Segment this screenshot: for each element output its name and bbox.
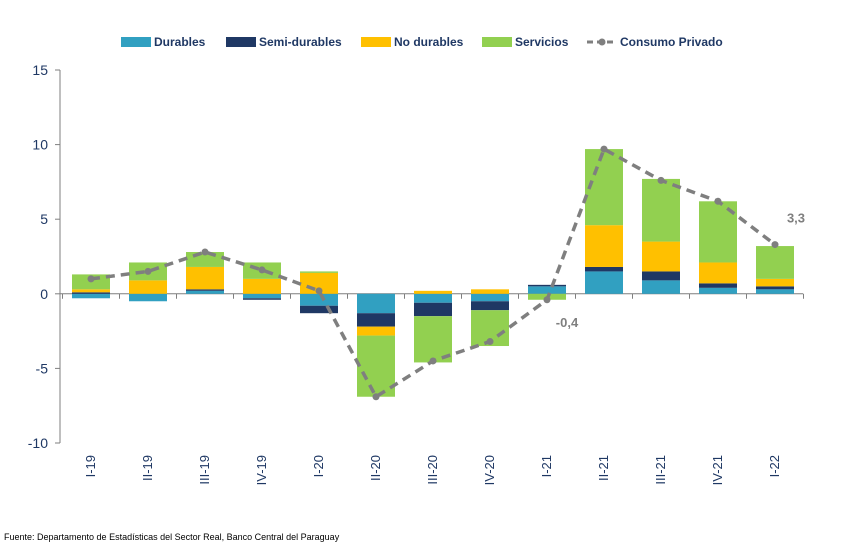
bar-servicios-iii-20 [414, 316, 452, 363]
consumo-privado-point-iii-21 [657, 176, 665, 184]
bar-durables-ii-20 [357, 293, 395, 314]
x-tick-label: I-22 [767, 455, 782, 477]
legend-swatch-durables [121, 37, 151, 47]
x-tick-label: I-19 [83, 455, 98, 477]
bar-no-durables-iii-20 [414, 290, 452, 294]
bar-no-durables-i-22 [756, 278, 794, 287]
y-tick-label: 5 [40, 211, 48, 227]
bar-no-durables-iv-21 [699, 262, 737, 284]
bar-durables-i-20 [300, 293, 338, 306]
legend-swatch-servicios [482, 37, 512, 47]
x-tick-label: IV-21 [710, 455, 725, 485]
bar-durables-iii-20 [414, 293, 452, 303]
x-tick-label: II-21 [596, 455, 611, 481]
bar-no-durables-ii-20 [357, 326, 395, 336]
bar-semi-durables-iv-20 [471, 301, 509, 311]
consumo-privado-point-iii-19 [201, 248, 209, 256]
bar-durables-i-19 [72, 293, 110, 299]
bar-semi-durables-ii-21 [585, 266, 623, 272]
consumo-privado-point-ii-20 [372, 393, 380, 401]
legend-label-semi-durables: Semi-durables [259, 35, 342, 49]
bar-durables-iii-19 [186, 290, 224, 294]
bar-no-durables-i-19 [72, 289, 110, 293]
legend-marker-consumo-privado [598, 38, 606, 46]
bar-durables-iv-20 [471, 293, 509, 302]
bar-semi-durables-iii-19 [186, 289, 224, 291]
bar-durables-ii-19 [129, 293, 167, 302]
consumo-privado-point-iii-20 [429, 357, 437, 365]
bar-servicios-ii-20 [357, 335, 395, 397]
y-tick-label: 0 [40, 286, 48, 302]
bar-semi-durables-i-22 [756, 286, 794, 290]
y-tick-label: -10 [28, 435, 48, 451]
bar-semi-durables-iii-21 [642, 271, 680, 281]
consumo-privado-point-iv-19 [258, 266, 266, 274]
y-axis: -10 -5 0 5 10 15 [28, 62, 61, 451]
x-tick-label: IV-20 [482, 455, 497, 485]
bar-semi-durables-i-20 [300, 305, 338, 314]
x-tick-label: III-19 [197, 455, 212, 485]
bar-servicios-i-20 [300, 271, 338, 273]
source-note: Fuente: Departamento de Estadísticas del… [4, 532, 340, 542]
legend-label-servicios: Servicios [515, 35, 569, 49]
bar-durables-i-21 [528, 286, 566, 294]
annotations: -0,4 3,3 [556, 211, 805, 330]
legend-swatch-no-durables [361, 37, 391, 47]
y-tick-label: 15 [32, 62, 48, 78]
x-axis: I-19 II-19 III-19 IV-19 I-20 II-20 III-20 IV-20… [60, 293, 804, 485]
consumo-privado-point-i-19 [87, 275, 95, 283]
consumo-privado-point-ii-19 [144, 267, 152, 275]
bar-servicios-iii-21 [642, 178, 680, 242]
x-tick-label: III-20 [425, 455, 440, 485]
bar-semi-durables-iv-19 [243, 298, 281, 300]
bar-semi-durables-i-19 [72, 292, 110, 294]
bar-semi-durables-i-21 [528, 284, 566, 287]
bar-no-durables-iv-19 [243, 278, 281, 294]
bar-semi-durables-iv-21 [699, 283, 737, 288]
x-tick-label: I-20 [311, 455, 326, 477]
bar-semi-durables-ii-20 [357, 313, 395, 327]
legend-swatch-semi-durables [226, 37, 256, 47]
bar-no-durables-ii-19 [129, 280, 167, 294]
bar-no-durables-ii-21 [585, 225, 623, 267]
consumo-privado-point-i-20 [315, 287, 323, 295]
bar-durables-ii-21 [585, 271, 623, 294]
bar-no-durables-iii-19 [186, 266, 224, 290]
y-tick-label: 10 [32, 137, 48, 153]
consumo-privado-point-ii-21 [600, 145, 608, 153]
x-tick-label: II-20 [368, 455, 383, 481]
legend-label-durables: Durables [154, 35, 206, 49]
x-tick-label: IV-19 [254, 455, 269, 485]
consumo-privado-point-iv-20 [486, 338, 494, 346]
legend-label-no-durables: No durables [394, 35, 464, 49]
x-tick-label: III-21 [653, 455, 668, 485]
legend: Durables Semi-durables No durables Servicio… [121, 35, 723, 49]
bar-durables-i-22 [756, 289, 794, 294]
x-tick-label: I-21 [539, 455, 554, 477]
annotation-i-21: -0,4 [556, 315, 579, 330]
y-tick-label: -5 [36, 360, 49, 376]
bar-durables-iii-21 [642, 280, 680, 294]
bar-no-durables-iii-21 [642, 241, 680, 272]
consumo-privado-point-i-21 [543, 296, 551, 304]
consumo-privado-point-i-22 [771, 241, 779, 249]
bar-servicios-i-22 [756, 246, 794, 279]
bar-no-durables-iv-20 [471, 289, 509, 294]
bar-durables-iv-21 [699, 287, 737, 294]
legend-label-consumo-privado: Consumo Privado [620, 35, 723, 49]
x-tick-label: II-19 [140, 455, 155, 481]
annotation-i-22: 3,3 [787, 211, 805, 226]
consumo-privado-point-iv-21 [714, 197, 722, 205]
bar-semi-durables-iii-20 [414, 302, 452, 317]
bar-durables-iv-19 [243, 293, 281, 299]
consumo-privado-line-layer [87, 145, 779, 401]
